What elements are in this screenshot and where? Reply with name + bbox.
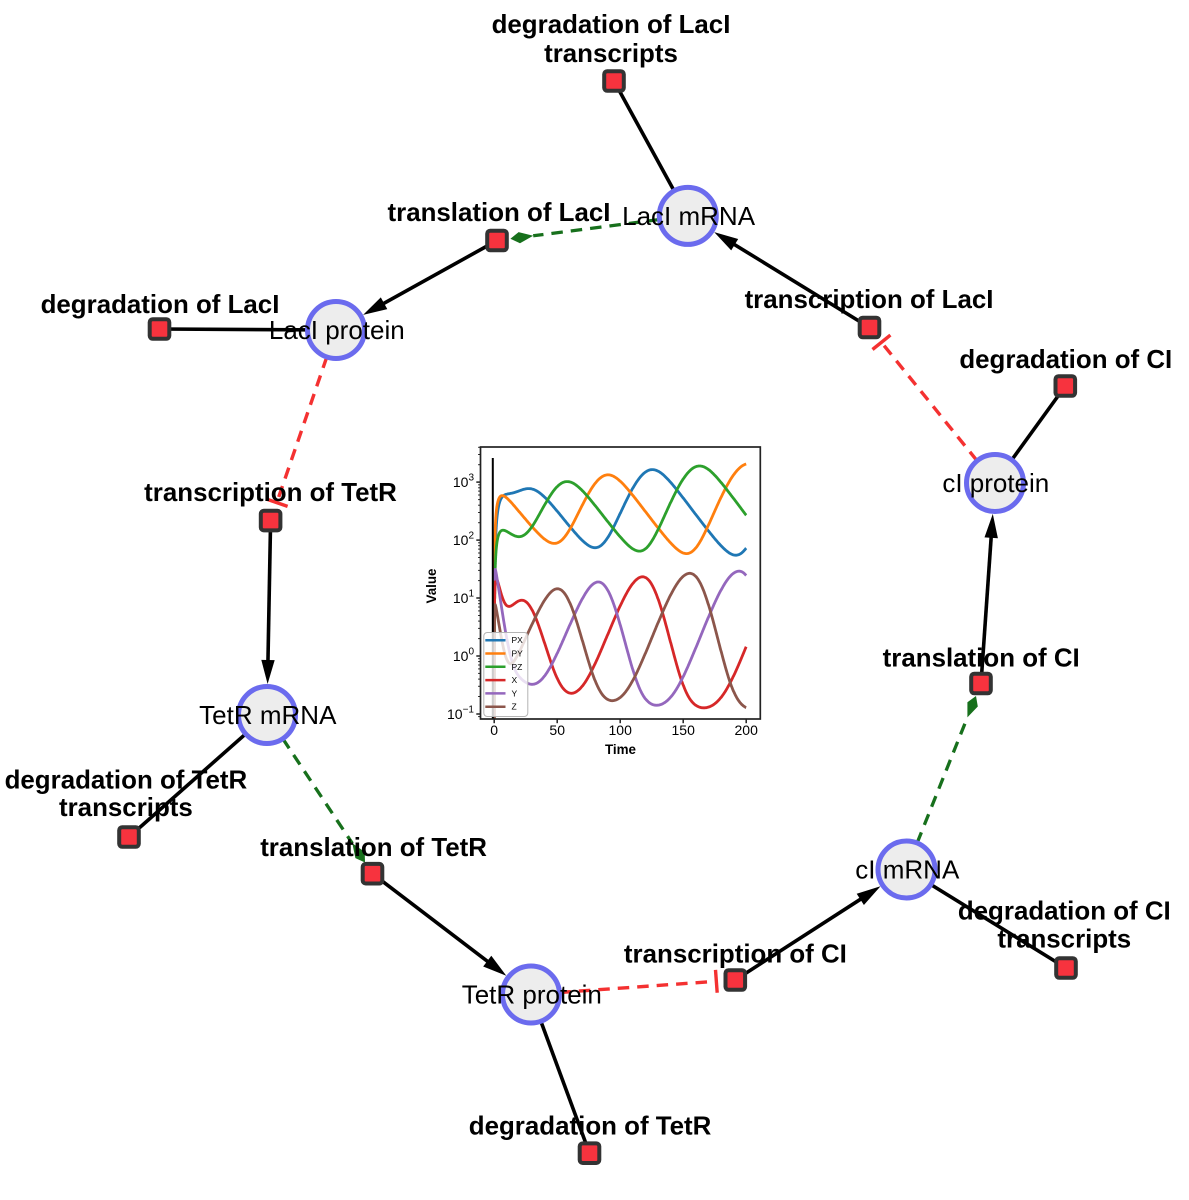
svg-text:transcripts: transcripts: [544, 40, 678, 68]
svg-text:0: 0: [490, 722, 498, 738]
svg-text:transcription of LacI: transcription of LacI: [745, 286, 994, 314]
svg-text:translation of CI: translation of CI: [883, 645, 1080, 673]
svg-text:Time: Time: [605, 742, 636, 757]
svg-text:TetR mRNA: TetR mRNA: [199, 700, 337, 730]
svg-text:PZ: PZ: [512, 662, 523, 672]
svg-text:100: 100: [609, 722, 633, 738]
svg-text:degradation of CI: degradation of CI: [959, 346, 1172, 374]
svg-text:translation of TetR: translation of TetR: [260, 834, 487, 862]
svg-text:Z: Z: [512, 702, 517, 712]
svg-text:cI protein: cI protein: [942, 468, 1049, 498]
svg-text:Y: Y: [512, 688, 518, 698]
svg-text:50: 50: [549, 722, 565, 738]
svg-text:transcription of TetR: transcription of TetR: [144, 479, 397, 507]
svg-text:PX: PX: [512, 635, 524, 645]
svg-text:200: 200: [735, 722, 759, 738]
svg-text:transcripts: transcripts: [59, 794, 193, 822]
svg-text:LacI protein: LacI protein: [269, 315, 405, 345]
svg-text:X: X: [512, 675, 518, 685]
svg-text:degradation of CI: degradation of CI: [958, 898, 1171, 926]
svg-text:cI mRNA: cI mRNA: [855, 855, 960, 885]
svg-text:degradation of LacI: degradation of LacI: [492, 11, 731, 39]
svg-text:degradation of LacI: degradation of LacI: [41, 291, 280, 319]
svg-text:150: 150: [672, 722, 696, 738]
svg-text:degradation of TetR: degradation of TetR: [469, 1113, 712, 1141]
svg-text:Value: Value: [424, 569, 439, 604]
svg-text:PY: PY: [512, 649, 524, 659]
svg-text:translation of LacI: translation of LacI: [388, 199, 611, 227]
svg-text:LacI mRNA: LacI mRNA: [622, 201, 756, 231]
svg-text:degradation of TetR: degradation of TetR: [5, 767, 248, 795]
svg-text:TetR protein: TetR protein: [462, 980, 602, 1010]
svg-text:transcripts: transcripts: [997, 926, 1131, 954]
svg-text:transcription of CI: transcription of CI: [624, 941, 847, 969]
